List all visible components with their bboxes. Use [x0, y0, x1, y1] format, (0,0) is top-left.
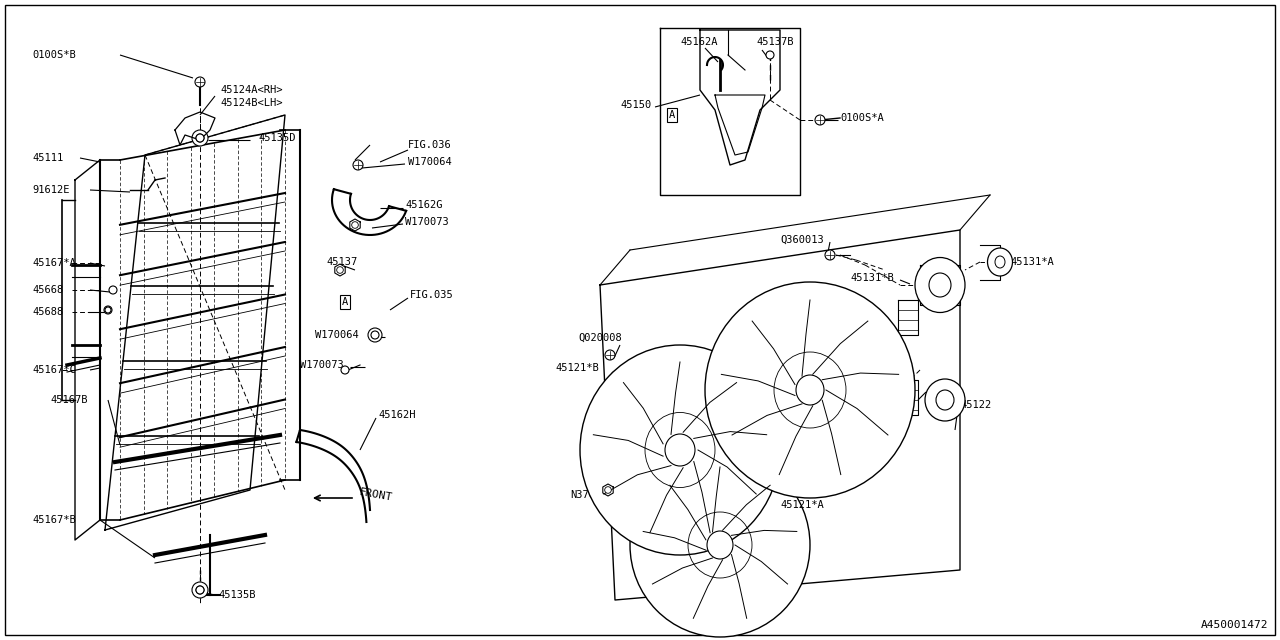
Text: 45121*A: 45121*A — [780, 500, 824, 510]
Ellipse shape — [987, 248, 1012, 276]
Ellipse shape — [995, 256, 1005, 268]
Text: FRONT: FRONT — [358, 487, 393, 503]
Text: 45137B: 45137B — [756, 37, 794, 47]
Text: W170073: W170073 — [300, 360, 344, 370]
Ellipse shape — [925, 379, 965, 421]
Text: A: A — [342, 297, 348, 307]
Circle shape — [196, 586, 204, 594]
Text: 91612E: 91612E — [32, 185, 69, 195]
Circle shape — [826, 250, 835, 260]
Ellipse shape — [630, 453, 810, 637]
Text: N370050: N370050 — [570, 490, 613, 500]
Circle shape — [340, 366, 349, 374]
Text: W170064: W170064 — [315, 330, 358, 340]
Text: Q360013: Q360013 — [780, 235, 824, 245]
Text: 45162A: 45162A — [680, 37, 718, 47]
Text: 45162H: 45162H — [378, 410, 416, 420]
Text: 45111: 45111 — [32, 153, 63, 163]
Circle shape — [196, 134, 204, 142]
Circle shape — [352, 221, 358, 228]
Circle shape — [196, 586, 204, 594]
Circle shape — [765, 51, 774, 59]
Text: 45135D: 45135D — [259, 133, 296, 143]
Circle shape — [192, 582, 207, 598]
Text: 45124A<RH>: 45124A<RH> — [220, 85, 283, 95]
Text: FIG.035: FIG.035 — [410, 290, 453, 300]
Circle shape — [109, 286, 116, 294]
Circle shape — [337, 267, 343, 273]
Text: 45137: 45137 — [326, 257, 357, 267]
Text: 45162G: 45162G — [404, 200, 443, 210]
Ellipse shape — [796, 375, 824, 405]
Circle shape — [605, 350, 614, 360]
Text: 45668: 45668 — [32, 285, 63, 295]
Text: 45150: 45150 — [620, 100, 652, 110]
Text: 45688: 45688 — [32, 307, 63, 317]
Circle shape — [192, 130, 207, 146]
Text: 45135B: 45135B — [218, 590, 256, 600]
Circle shape — [369, 328, 381, 342]
Circle shape — [105, 307, 111, 313]
Circle shape — [104, 306, 113, 314]
Circle shape — [604, 486, 612, 493]
Text: 45132: 45132 — [931, 285, 961, 295]
Text: 45167*C: 45167*C — [32, 365, 76, 375]
Text: 45167*A: 45167*A — [32, 258, 76, 268]
Text: 0100S*B: 0100S*B — [32, 50, 76, 60]
Circle shape — [195, 77, 205, 87]
Ellipse shape — [705, 282, 915, 498]
Text: 45131*A: 45131*A — [1010, 257, 1053, 267]
Circle shape — [353, 160, 364, 170]
Text: 45167*B: 45167*B — [32, 515, 76, 525]
Text: A450001472: A450001472 — [1201, 620, 1268, 630]
Text: 45121*B: 45121*B — [556, 363, 599, 373]
Text: 45132: 45132 — [928, 385, 959, 395]
Ellipse shape — [936, 390, 954, 410]
Ellipse shape — [666, 434, 695, 466]
Ellipse shape — [707, 531, 733, 559]
Text: FIG.036: FIG.036 — [408, 140, 452, 150]
Text: W170073: W170073 — [404, 217, 449, 227]
Text: 45131*B: 45131*B — [850, 273, 893, 283]
Circle shape — [371, 331, 379, 339]
Text: 45167B: 45167B — [50, 395, 87, 405]
Text: 45124B<LH>: 45124B<LH> — [220, 98, 283, 108]
Ellipse shape — [929, 273, 951, 297]
Circle shape — [196, 134, 204, 142]
Text: A: A — [669, 110, 675, 120]
Ellipse shape — [915, 257, 965, 312]
Text: W170064: W170064 — [408, 157, 452, 167]
Circle shape — [815, 115, 826, 125]
Ellipse shape — [580, 345, 780, 555]
Text: 45122: 45122 — [960, 400, 991, 410]
Text: 0100S*A: 0100S*A — [840, 113, 883, 123]
Text: Q020008: Q020008 — [579, 333, 622, 343]
